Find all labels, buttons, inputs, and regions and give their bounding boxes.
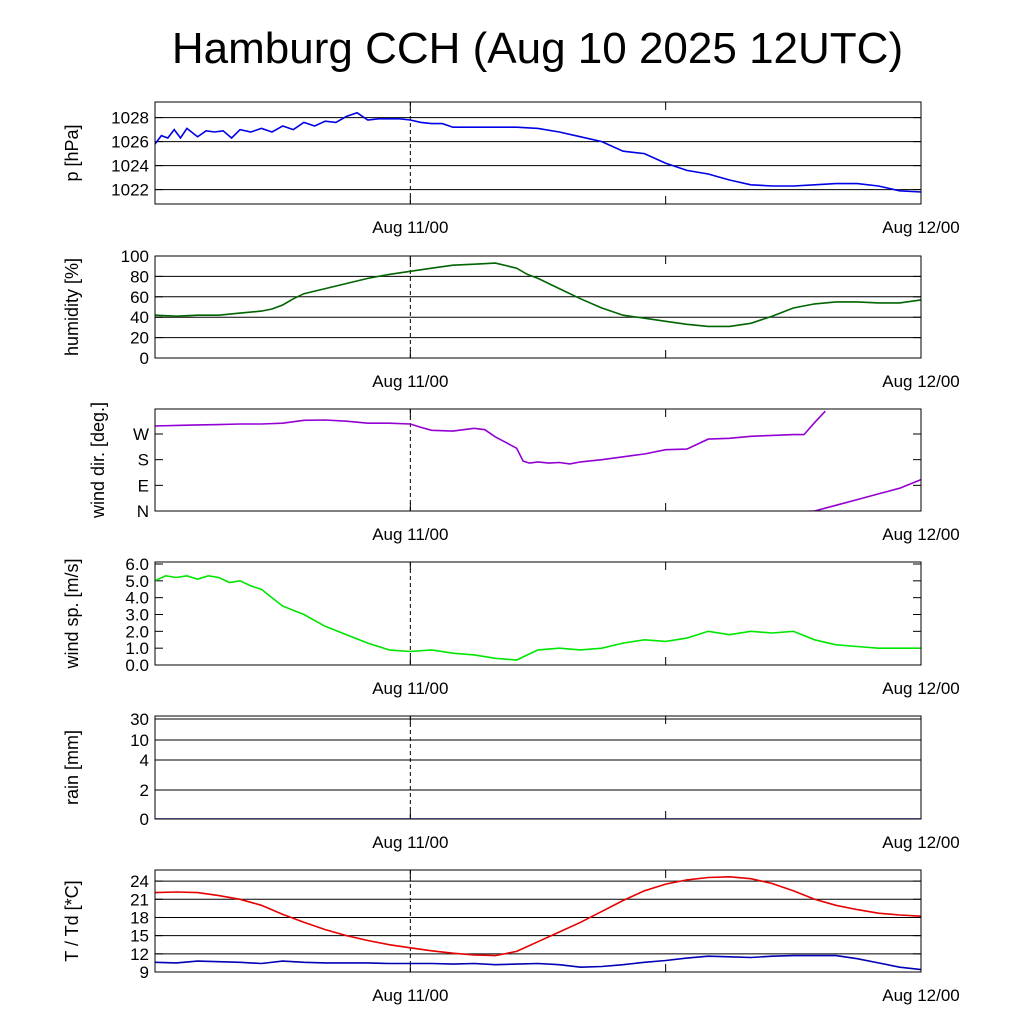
temperature-ytick-label: 15 (130, 927, 149, 946)
temperature-ytick-label: 18 (130, 908, 149, 927)
rain-ytick-label: 30 (130, 710, 149, 729)
wind-speed-ylabel: wind sp. [m/s] (62, 558, 82, 669)
rain-ytick-label: 2 (140, 781, 149, 800)
wind-direction-frame (154, 408, 922, 512)
humidity-xtick-label: Aug 12/00 (882, 372, 960, 391)
pressure-xtick-label: Aug 12/00 (882, 218, 960, 237)
wind-direction-series-line (799, 478, 921, 511)
pressure-series-line (155, 111, 921, 193)
wind-speed-ytick-label: 0.0 (125, 656, 149, 675)
wind-direction-series-line (155, 410, 826, 465)
temperature-frame (154, 869, 922, 973)
pressure-frame (154, 101, 922, 205)
wind-speed-ytick-label: 1.0 (125, 639, 149, 658)
pressure-ytick-label: 1026 (111, 133, 149, 152)
humidity-series-line (155, 262, 921, 328)
humidity-frame (154, 255, 922, 359)
wind-speed-ytick-label: 4.0 (125, 589, 149, 608)
wind-speed-panel: 0.01.02.03.04.05.06.0 wind sp. [m/s] Aug 1… (62, 555, 960, 698)
rain-xtick-label: Aug 12/00 (882, 833, 960, 852)
humidity-ytick-label: 80 (130, 267, 149, 286)
temperature-series-line (155, 875, 921, 957)
wind-direction-ylabel: wind dir. [deg.] (88, 402, 108, 519)
wind-direction-ytick-label: W (133, 425, 149, 444)
pressure-ytick-label: 1024 (111, 157, 149, 176)
temperature-ytick-label: 24 (130, 872, 149, 891)
humidity-ytick-label: 100 (121, 247, 149, 266)
wind-direction-ytick-label: E (138, 476, 149, 495)
pressure-ylabel: p [hPa] (62, 124, 82, 181)
rain-ytick-label: 0 (140, 810, 149, 829)
temperature-series-line (155, 954, 921, 971)
wind-direction-xtick-label: Aug 12/00 (882, 525, 960, 544)
wind-speed-ytick-label: 2.0 (125, 622, 149, 641)
rain-frame (154, 715, 922, 820)
temperature-ytick-label: 9 (140, 963, 149, 982)
rain-ytick-label: 10 (130, 731, 149, 750)
humidity-ytick-label: 0 (140, 349, 149, 368)
humidity-ylabel: humidity [%] (62, 258, 82, 356)
wind-direction-ytick-label: N (137, 502, 149, 521)
temperature-xtick-label: Aug 12/00 (882, 986, 960, 1005)
wind-speed-ytick-label: 5.0 (125, 572, 149, 591)
wind-speed-ytick-label: 6.0 (125, 555, 149, 574)
temperature-xtick-label: Aug 11/00 (372, 986, 448, 1005)
wind-direction-xtick-label: Aug 11/00 (372, 525, 448, 544)
wind-direction-ytick-label: S (138, 451, 149, 470)
chart-title: Hamburg CCH (Aug 10 2025 12UTC) (171, 24, 904, 73)
humidity-xtick-label: Aug 11/00 (372, 372, 448, 391)
temperature-ylabel: T / Td [*C] (62, 880, 82, 961)
wind-speed-ytick-label: 3.0 (125, 606, 149, 625)
temperature-ytick-label: 21 (130, 890, 149, 909)
wind-speed-xtick-label: Aug 12/00 (882, 679, 960, 698)
humidity-ytick-label: 20 (130, 329, 149, 348)
temperature-ytick-label: 12 (130, 945, 149, 964)
wind-speed-frame (154, 561, 922, 666)
rain-ylabel: rain [mm] (62, 730, 82, 805)
pressure-panel: 1022 1024 1026 1028 p [hPa] Aug 11/00 Aug 12/0… (62, 101, 960, 237)
pressure-xtick-label: Aug 11/00 (372, 218, 448, 237)
wind-speed-xtick-label: Aug 11/00 (372, 679, 448, 698)
pressure-ytick-label: 1028 (111, 109, 149, 128)
rain-xtick-label: Aug 11/00 (372, 833, 448, 852)
humidity-ytick-label: 60 (130, 288, 149, 307)
humidity-ytick-label: 40 (130, 308, 149, 327)
rain-ytick-label: 4 (140, 751, 149, 770)
pressure-ytick-label: 1022 (111, 181, 149, 200)
wind-speed-series-line (155, 574, 921, 661)
rain-panel: 0 2 410 30 rain [mm] Aug 11/00 Aug 12/00 (62, 710, 960, 852)
